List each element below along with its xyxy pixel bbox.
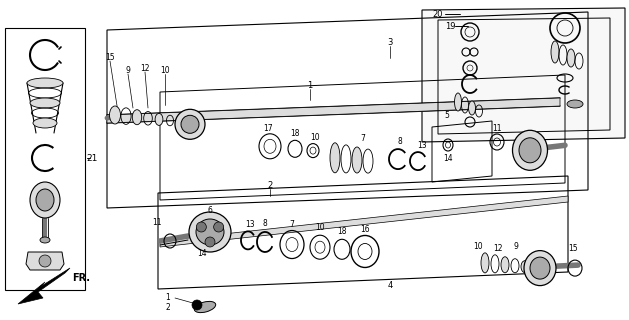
- Ellipse shape: [132, 110, 142, 125]
- Circle shape: [214, 222, 224, 232]
- Text: 20: 20: [432, 10, 442, 19]
- Text: 1: 1: [308, 81, 313, 90]
- Circle shape: [192, 300, 202, 310]
- Text: 13: 13: [417, 140, 427, 150]
- Text: 4: 4: [387, 281, 392, 290]
- Ellipse shape: [181, 115, 199, 133]
- Text: 7: 7: [289, 220, 294, 229]
- Ellipse shape: [352, 147, 362, 173]
- Text: 11: 11: [152, 218, 162, 227]
- Ellipse shape: [155, 113, 163, 125]
- Circle shape: [196, 222, 206, 232]
- Polygon shape: [18, 268, 70, 304]
- Text: 18: 18: [337, 227, 347, 236]
- Text: 10: 10: [473, 242, 483, 251]
- Polygon shape: [26, 252, 64, 270]
- Text: 15: 15: [105, 52, 115, 61]
- Text: 10: 10: [315, 223, 325, 232]
- Text: 2: 2: [267, 180, 272, 189]
- Text: 8: 8: [398, 137, 403, 146]
- Text: 16: 16: [360, 225, 370, 234]
- Ellipse shape: [519, 138, 541, 163]
- Ellipse shape: [551, 41, 559, 63]
- Ellipse shape: [524, 251, 556, 286]
- Text: 12: 12: [493, 244, 503, 252]
- Ellipse shape: [40, 237, 50, 243]
- Ellipse shape: [567, 100, 583, 108]
- Ellipse shape: [469, 101, 476, 115]
- Polygon shape: [107, 98, 560, 123]
- Ellipse shape: [27, 78, 63, 88]
- Text: 9: 9: [513, 242, 518, 251]
- Text: 13: 13: [245, 220, 255, 229]
- Ellipse shape: [513, 130, 547, 170]
- Text: 2: 2: [165, 303, 170, 313]
- Ellipse shape: [196, 219, 224, 245]
- Text: 6: 6: [208, 205, 213, 214]
- Ellipse shape: [33, 118, 57, 128]
- Text: 9: 9: [126, 66, 130, 75]
- Bar: [5, 28, 85, 290]
- Text: 19: 19: [445, 21, 455, 30]
- Ellipse shape: [481, 253, 489, 273]
- Ellipse shape: [194, 301, 216, 313]
- Ellipse shape: [530, 257, 550, 279]
- Ellipse shape: [30, 98, 60, 108]
- Ellipse shape: [330, 143, 340, 173]
- Text: 15: 15: [568, 244, 578, 252]
- Text: 14: 14: [443, 154, 453, 163]
- Polygon shape: [422, 8, 625, 142]
- Text: 18: 18: [290, 129, 300, 138]
- Text: 12: 12: [140, 63, 150, 73]
- Ellipse shape: [455, 93, 462, 111]
- Text: 1: 1: [165, 293, 170, 302]
- Ellipse shape: [567, 49, 575, 67]
- Text: 17: 17: [263, 124, 273, 133]
- Text: 10: 10: [160, 66, 170, 75]
- Polygon shape: [160, 196, 568, 247]
- Ellipse shape: [36, 189, 54, 211]
- Ellipse shape: [501, 257, 509, 273]
- Text: 21: 21: [86, 154, 97, 163]
- Ellipse shape: [175, 109, 205, 139]
- Text: 7: 7: [360, 134, 365, 143]
- Ellipse shape: [109, 106, 121, 124]
- Ellipse shape: [30, 182, 60, 218]
- Text: 10: 10: [310, 133, 320, 142]
- Text: 11: 11: [493, 124, 502, 132]
- Text: 5: 5: [445, 110, 450, 119]
- Text: 14: 14: [197, 250, 207, 259]
- Circle shape: [205, 237, 215, 247]
- Circle shape: [39, 255, 51, 267]
- Ellipse shape: [521, 261, 529, 273]
- Text: 8: 8: [263, 220, 267, 228]
- Text: FR.: FR.: [72, 273, 90, 283]
- Text: 3: 3: [387, 37, 392, 46]
- Ellipse shape: [189, 212, 231, 252]
